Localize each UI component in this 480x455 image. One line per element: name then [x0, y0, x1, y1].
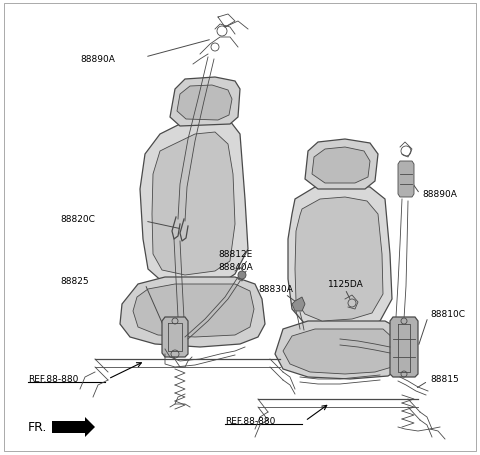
Polygon shape: [283, 329, 397, 374]
Text: 88812E: 88812E: [218, 250, 252, 259]
Polygon shape: [140, 118, 248, 289]
Polygon shape: [275, 321, 405, 379]
Text: REF.88-880: REF.88-880: [225, 417, 276, 425]
Polygon shape: [170, 78, 240, 127]
Polygon shape: [390, 317, 418, 377]
Polygon shape: [312, 148, 370, 184]
Text: 88820C: 88820C: [60, 215, 95, 224]
Text: 1125DA: 1125DA: [328, 280, 364, 289]
Text: 88840A: 88840A: [218, 263, 253, 272]
Polygon shape: [295, 197, 383, 321]
Polygon shape: [305, 140, 378, 190]
Text: 88890A: 88890A: [80, 56, 115, 64]
Polygon shape: [133, 284, 254, 337]
Text: 88825: 88825: [60, 277, 89, 286]
Text: 88815: 88815: [430, 374, 459, 384]
Text: 88810C: 88810C: [430, 310, 465, 319]
Polygon shape: [288, 185, 392, 331]
Polygon shape: [292, 298, 305, 311]
Polygon shape: [177, 86, 232, 121]
Text: 88830A: 88830A: [258, 285, 293, 294]
Text: REF.88-880: REF.88-880: [28, 374, 78, 384]
Text: 88890A: 88890A: [422, 190, 457, 199]
Polygon shape: [152, 133, 235, 275]
Text: FR.: FR.: [28, 420, 48, 434]
Polygon shape: [52, 417, 95, 437]
Polygon shape: [398, 162, 414, 197]
Polygon shape: [162, 317, 188, 357]
Circle shape: [238, 271, 246, 279]
Polygon shape: [120, 278, 265, 347]
